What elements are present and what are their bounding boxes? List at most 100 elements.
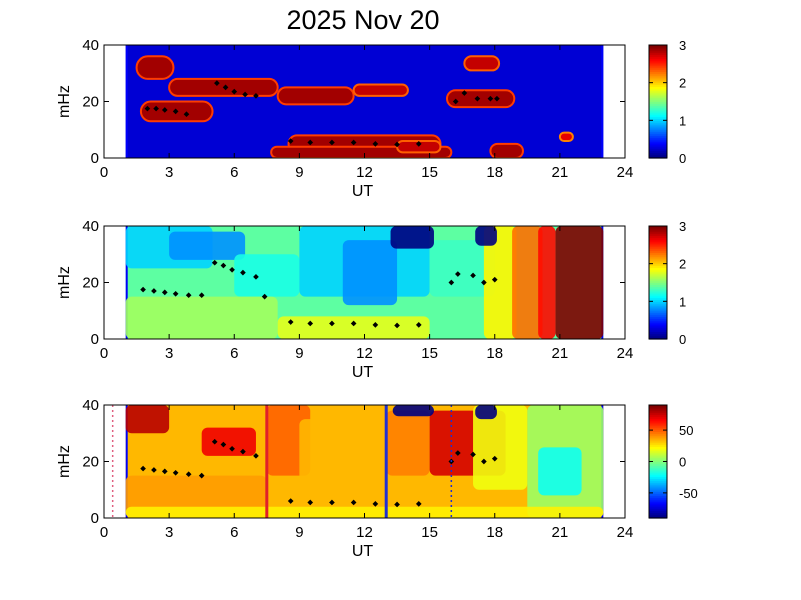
colorbar-step bbox=[649, 291, 667, 295]
colorbar-step bbox=[649, 489, 667, 493]
colorbar-step bbox=[649, 142, 667, 146]
x-tick-label: 24 bbox=[617, 164, 634, 181]
y-axis-label: mHz bbox=[56, 445, 73, 478]
colorbar-step bbox=[649, 65, 667, 69]
colorbar-step bbox=[649, 263, 667, 267]
peak-marker bbox=[151, 467, 157, 473]
heatmap-patch bbox=[299, 419, 387, 496]
peak-marker bbox=[253, 93, 259, 99]
colorbar-step bbox=[649, 261, 667, 265]
colorbar-step bbox=[649, 239, 667, 242]
peak-marker bbox=[350, 499, 357, 506]
colorbar-step bbox=[649, 322, 667, 325]
x-tick-label: 12 bbox=[356, 345, 373, 362]
peak-marker bbox=[214, 80, 220, 86]
colorbar-step bbox=[649, 484, 667, 487]
colorbar-step bbox=[649, 318, 667, 321]
colorbar-step bbox=[649, 469, 667, 472]
y-tick-label: 20 bbox=[82, 94, 99, 111]
colorbar-step bbox=[649, 414, 667, 417]
colorbar-step bbox=[649, 282, 667, 285]
colorbar-step bbox=[649, 144, 667, 148]
colorbar-step bbox=[649, 69, 667, 72]
colorbar-step bbox=[649, 497, 667, 500]
x-axis-label: UT bbox=[352, 183, 374, 200]
y-axis-label: mHz bbox=[56, 85, 73, 118]
colorbar-step bbox=[649, 97, 667, 101]
colorbar-tick-label: 2 bbox=[679, 257, 686, 272]
colorbar-step bbox=[649, 127, 667, 131]
peak-marker bbox=[448, 279, 455, 286]
colorbar-step bbox=[649, 267, 667, 270]
heatmap-patch bbox=[342, 240, 398, 306]
colorbar-step bbox=[649, 269, 667, 272]
x-tick-label: 15 bbox=[421, 524, 438, 541]
colorbar-step bbox=[649, 256, 667, 259]
colorbar-step bbox=[649, 416, 667, 419]
peak-marker bbox=[287, 138, 294, 144]
plot-area bbox=[125, 45, 604, 158]
y-tick-label: 20 bbox=[82, 275, 99, 292]
y-tick-label: 0 bbox=[91, 510, 99, 527]
colorbar-step bbox=[649, 418, 667, 421]
peak-marker bbox=[372, 141, 379, 147]
colorbar-step bbox=[649, 461, 667, 464]
x-tick-label: 0 bbox=[100, 524, 108, 541]
colorbar-step bbox=[649, 329, 667, 333]
peak-marker bbox=[185, 471, 192, 478]
colorbar-step bbox=[649, 429, 667, 432]
peak-marker bbox=[242, 91, 248, 98]
colorbar-step bbox=[649, 465, 667, 468]
peak-marker bbox=[161, 289, 168, 296]
colorbar-step bbox=[649, 271, 667, 274]
colorbar-step bbox=[649, 305, 667, 308]
heatmap-patch bbox=[558, 131, 574, 143]
colorbar-step bbox=[649, 46, 667, 50]
colorbar-step bbox=[649, 244, 667, 248]
peak-marker bbox=[415, 501, 422, 507]
x-tick-label: 3 bbox=[165, 524, 173, 541]
peak-marker bbox=[185, 292, 192, 299]
x-tick-label: 6 bbox=[230, 164, 238, 181]
y-tick-label: 40 bbox=[82, 397, 99, 414]
colorbar-step bbox=[649, 455, 667, 459]
colorbar-step bbox=[649, 133, 667, 136]
x-tick-label: 9 bbox=[295, 524, 303, 541]
colorbar-step bbox=[649, 78, 667, 82]
x-tick-label: 12 bbox=[356, 164, 373, 181]
heatmap-patch bbox=[125, 296, 278, 339]
colorbar-step bbox=[649, 442, 667, 446]
colorbar-step bbox=[649, 290, 667, 293]
heatmap-patch bbox=[390, 226, 434, 249]
panel-3: 0 3 6 9 12 15 18 21 24 0 20 40 UT mHz 50 0 -50 bbox=[56, 397, 698, 560]
colorbar-step bbox=[649, 54, 667, 57]
peak-marker bbox=[151, 288, 157, 294]
peak-marker bbox=[261, 293, 268, 300]
peak-marker bbox=[198, 472, 205, 479]
colorbar-step bbox=[649, 423, 667, 427]
peak-marker bbox=[350, 320, 357, 327]
peak-marker bbox=[470, 451, 476, 458]
colorbar-step bbox=[649, 431, 667, 434]
heatmap-patch bbox=[135, 55, 175, 80]
colorbar-step bbox=[649, 99, 667, 103]
colorbar-step bbox=[649, 487, 667, 491]
colorbar-step bbox=[649, 235, 667, 238]
peak-marker bbox=[229, 266, 235, 273]
colorbar-step bbox=[649, 71, 667, 74]
peak-marker bbox=[229, 445, 235, 452]
plot-area bbox=[125, 226, 604, 339]
colorbar-tick-label: 1 bbox=[679, 294, 686, 309]
x-axis-label: UT bbox=[352, 543, 374, 560]
colorbar-step bbox=[649, 337, 667, 340]
colorbar-step bbox=[649, 506, 667, 510]
colorbar-step bbox=[649, 459, 667, 463]
heatmap-patch bbox=[429, 240, 495, 297]
peak-marker bbox=[161, 107, 168, 113]
peak-marker bbox=[172, 290, 179, 297]
colorbar-step bbox=[649, 137, 667, 140]
peak-marker bbox=[211, 259, 218, 266]
colorbar-step bbox=[649, 82, 667, 86]
peak-marker bbox=[222, 84, 229, 91]
